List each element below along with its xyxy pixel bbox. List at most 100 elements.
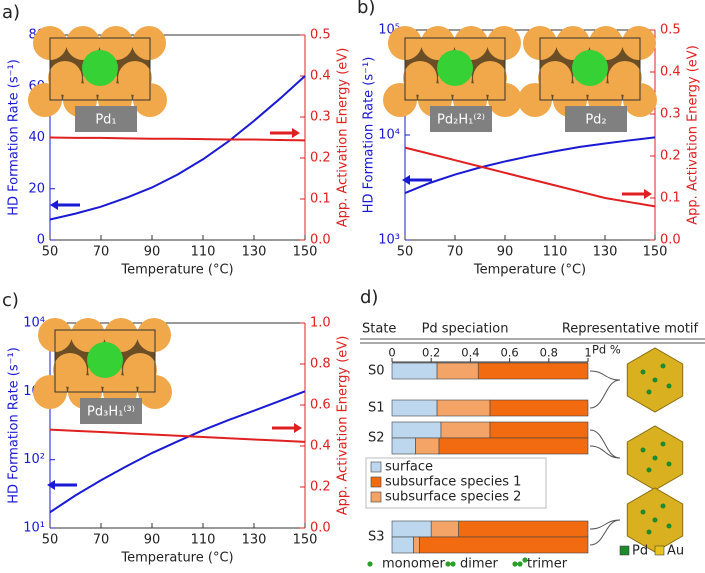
y2-tick-label: 0.5 [660,23,681,38]
au-atom [104,318,138,352]
species-icon [445,561,451,567]
category-label: S3 [368,530,385,545]
x-tick-label: 0 [388,346,395,360]
arrow-head [292,128,300,138]
x-tick-label: 130 [242,533,267,548]
au-atom [518,83,552,117]
bar-segment [438,437,589,455]
motif-pd [640,509,646,515]
inset-label-box [80,398,142,424]
x-tick-label: 70 [447,245,464,260]
y2-tick-label: 1.0 [310,316,331,331]
panel-label: c) [2,290,19,311]
motif-pd [660,503,666,509]
au-atom [487,26,521,60]
y2-tick-label: 0.4 [310,69,331,84]
y-tick-label: 40 [28,130,45,145]
inset-frame [404,37,506,101]
motif-pd [646,467,652,473]
y-axis-title: HD Formation Rate (s⁻¹) [7,59,22,216]
bracket [589,445,621,459]
y2-tick-label: 0.4 [660,65,681,80]
x-tick-label: 0.4 [461,346,479,360]
au-atom [454,26,488,60]
au-atom [71,318,105,352]
y-tick-label: 10⁴ [378,128,400,143]
legend-label: Au [667,544,684,559]
bar-segment [391,520,432,538]
inset-label: Pd₂H₁⁽²⁾ [437,113,485,128]
inset: Pd₃H₁⁽³⁾ [33,318,172,424]
panel-label: d) [360,287,378,308]
species-icon [517,561,523,567]
y2-tick-label: 0.0 [660,233,681,248]
motif-pd [660,363,666,369]
pd-atom [572,50,608,86]
category-label: S0 [368,364,385,379]
x-axis-title: Temperature (°C) [120,551,233,566]
bar-segment [440,421,491,439]
panel-label: b) [357,0,375,18]
species-legend: dimer [460,557,499,572]
inset-frame [49,37,151,101]
x-tick-label: 90 [497,245,514,260]
x-tick-label: 70 [93,533,110,548]
inset-label-box [430,106,492,132]
arrow-head [47,480,55,490]
bar-segment [458,520,589,538]
y2-tick-label: 0.0 [310,233,331,248]
species-icon [450,561,456,567]
pd-atom [437,50,473,86]
motif-pd [640,447,646,453]
motif-pd [652,455,658,461]
bracket [589,379,621,409]
y-tick-label: 10² [23,452,45,467]
inset-label: Pd₂ [585,113,606,128]
series-line [404,146,656,208]
inset-label-box [565,106,627,132]
y-tick-label: 0 [37,233,45,248]
legend-label: subsurface species 2 [385,490,521,505]
y2-axis-title: App. Activation Energy (eV) [336,48,351,228]
x-tick-label: 90 [144,245,161,260]
legend-label: surface [385,460,433,475]
x-tick-label: 0.6 [500,346,518,360]
column-header: State [362,322,396,337]
x-tick-label: 130 [242,245,267,260]
x-tick-label: 150 [293,533,318,548]
bar-segment [436,362,479,380]
bar-segment [413,536,420,554]
bar-segment [419,536,589,554]
bar-segment [391,362,438,380]
bracket [589,370,621,381]
inset-label: Pd₁ [95,113,116,128]
category-label: S1 [368,401,385,416]
inset-frame [54,329,156,393]
bar-segment [391,399,438,417]
x-tick-label: 0.2 [422,346,440,360]
motif-pd [666,523,672,529]
x-axis-title: Temperature (°C) [120,263,233,278]
x-tick-label: 110 [191,245,216,260]
legend-swatch [654,545,665,556]
y2-tick-label: 0.4 [310,439,331,454]
x-tick-label: 90 [144,533,161,548]
inset: Pd₂H₁⁽²⁾ [383,26,522,132]
au-atom [421,26,455,60]
inset-label-box [75,106,137,132]
bracket [589,519,621,546]
bar-segment [391,536,414,554]
y2-tick-label: 0.5 [310,28,331,43]
y2-tick-label: 0.1 [310,192,331,207]
species-legend: trimer [527,557,568,572]
bar-segment [415,437,440,455]
series-line [49,136,306,142]
x-tick-label: 150 [293,245,318,260]
series-line [49,428,306,443]
species-icon [367,561,373,567]
y2-tick-label: 0.1 [660,191,681,206]
bar-segment [477,362,589,380]
species-icon [522,557,528,563]
motif-pd [646,529,652,535]
legend-label: Pd [632,544,648,559]
